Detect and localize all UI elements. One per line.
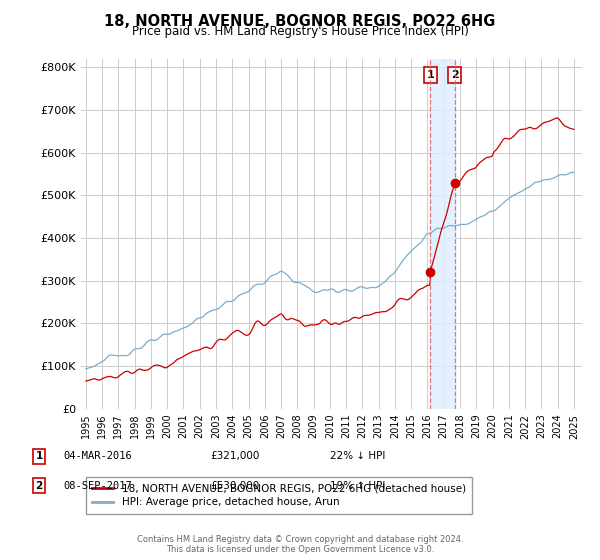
Text: 22% ↓ HPI: 22% ↓ HPI — [330, 451, 385, 461]
Bar — [430, 59, 455, 409]
Text: 18, NORTH AVENUE, BOGNOR REGIS, PO22 6HG: 18, NORTH AVENUE, BOGNOR REGIS, PO22 6HG — [104, 14, 496, 29]
Text: Price paid vs. HM Land Registry's House Price Index (HPI): Price paid vs. HM Land Registry's House … — [131, 25, 469, 38]
Legend: 18, NORTH AVENUE, BOGNOR REGIS, PO22 6HG (detached house), HPI: Average price, d: 18, NORTH AVENUE, BOGNOR REGIS, PO22 6HG… — [86, 477, 472, 514]
Text: 19% ↑ HPI: 19% ↑ HPI — [330, 480, 385, 491]
Text: 1: 1 — [35, 451, 43, 461]
Text: Contains HM Land Registry data © Crown copyright and database right 2024.
This d: Contains HM Land Registry data © Crown c… — [137, 535, 463, 554]
Text: 2: 2 — [35, 480, 43, 491]
Text: 08-SEP-2017: 08-SEP-2017 — [63, 480, 132, 491]
Text: £530,000: £530,000 — [210, 480, 259, 491]
Text: 2: 2 — [451, 70, 458, 80]
Text: £321,000: £321,000 — [210, 451, 259, 461]
Text: 04-MAR-2016: 04-MAR-2016 — [63, 451, 132, 461]
Text: 1: 1 — [427, 70, 434, 80]
